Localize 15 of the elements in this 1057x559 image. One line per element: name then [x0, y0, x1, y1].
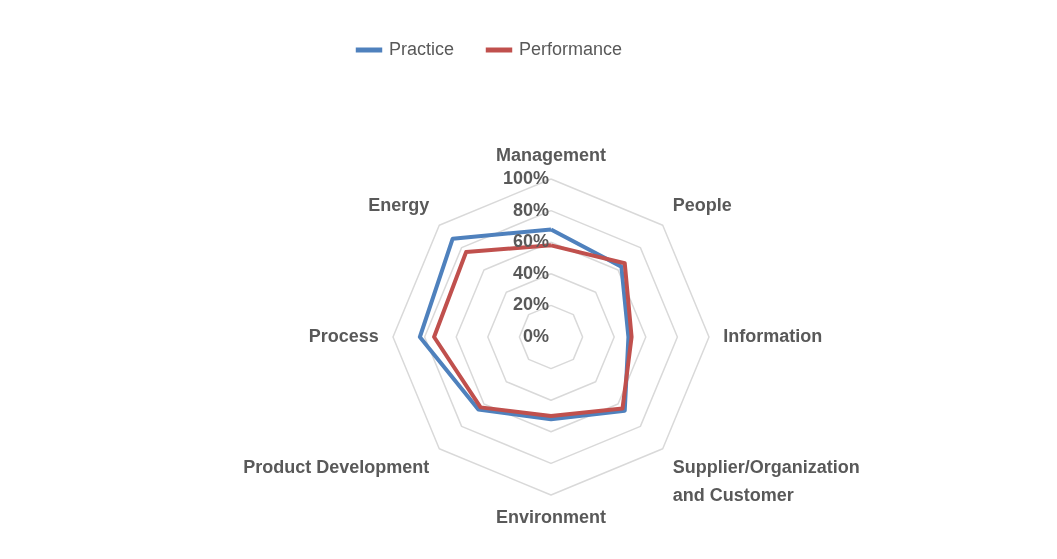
- spoke-label: Information: [723, 326, 823, 346]
- y-tick-label: 80%: [512, 199, 549, 220]
- y-tick-label: 0%: [522, 326, 549, 346]
- spoke-label: Process: [308, 326, 379, 346]
- spoke-label: Management: [495, 144, 607, 165]
- spoke-label: Product Development: [243, 456, 430, 477]
- y-tick-label: 40%: [512, 262, 549, 283]
- y-tick-label: 20%: [512, 294, 549, 315]
- legend-label: Practice: [389, 39, 455, 59]
- spoke-label: Energy: [368, 195, 430, 216]
- legend-label: Performance: [519, 39, 623, 59]
- spoke-label: People: [672, 195, 732, 216]
- spoke-label: Supplier/Organization and Customer: [672, 456, 860, 505]
- spoke-label: Environment: [495, 507, 607, 528]
- y-tick-label: 100%: [502, 168, 549, 188]
